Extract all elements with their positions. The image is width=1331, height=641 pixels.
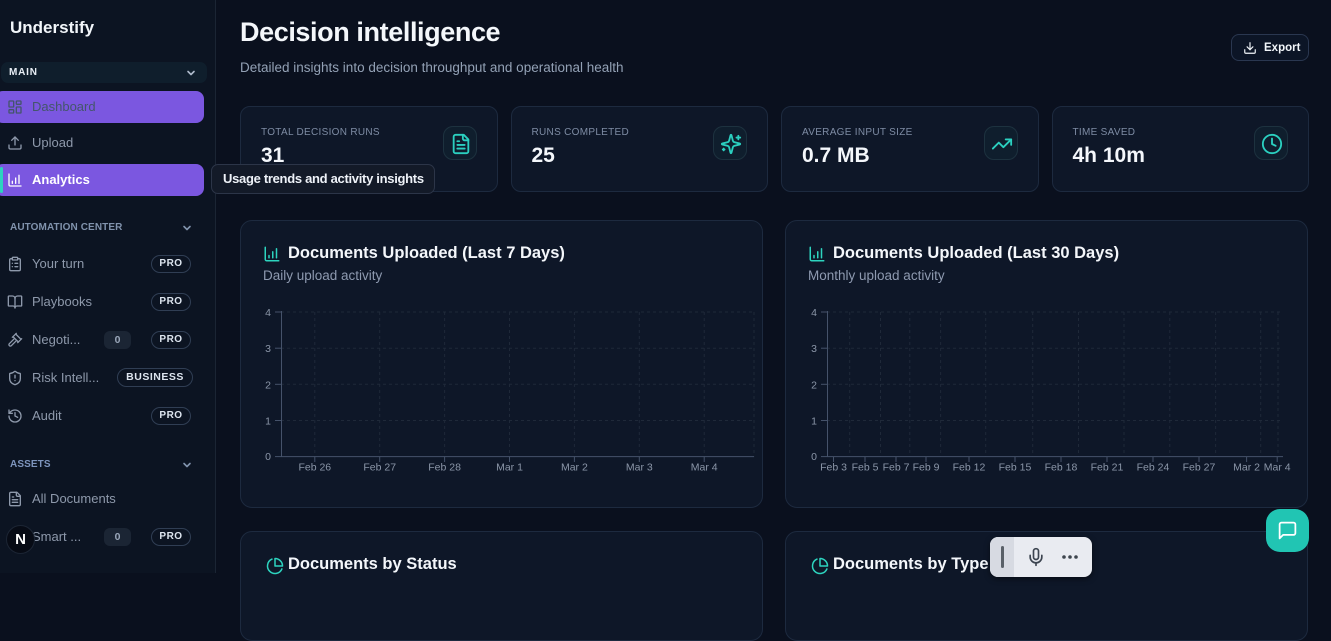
svg-text:Feb 21: Feb 21 (1091, 462, 1124, 474)
svg-text:Feb 7: Feb 7 (883, 462, 910, 474)
svg-text:Feb 9: Feb 9 (913, 462, 940, 474)
svg-text:3: 3 (811, 343, 817, 355)
svg-text:4: 4 (811, 307, 817, 319)
svg-text:Feb 24: Feb 24 (1137, 462, 1170, 474)
svg-text:Mar 4: Mar 4 (1264, 462, 1291, 474)
svg-text:3: 3 (265, 343, 271, 355)
svg-text:1: 1 (811, 416, 817, 428)
svg-text:Feb 27: Feb 27 (363, 462, 396, 474)
svg-text:0: 0 (265, 451, 271, 463)
svg-text:Mar 2: Mar 2 (561, 462, 588, 474)
svg-text:Feb 5: Feb 5 (852, 462, 879, 474)
svg-text:2: 2 (265, 379, 271, 391)
svg-text:Feb 27: Feb 27 (1183, 462, 1216, 474)
svg-text:Mar 2: Mar 2 (1233, 462, 1260, 474)
svg-text:Feb 28: Feb 28 (428, 462, 461, 474)
svg-text:Mar 3: Mar 3 (626, 462, 653, 474)
svg-text:4: 4 (265, 307, 271, 319)
svg-text:2: 2 (811, 379, 817, 391)
svg-text:Mar 1: Mar 1 (496, 462, 523, 474)
svg-text:Feb 26: Feb 26 (298, 462, 331, 474)
svg-text:0: 0 (811, 451, 817, 463)
svg-text:Feb 12: Feb 12 (953, 462, 986, 474)
svg-text:Mar 4: Mar 4 (691, 462, 718, 474)
svg-text:Feb 3: Feb 3 (820, 462, 847, 474)
svg-text:1: 1 (265, 416, 271, 428)
svg-text:Feb 18: Feb 18 (1045, 462, 1078, 474)
svg-text:Feb 15: Feb 15 (999, 462, 1032, 474)
